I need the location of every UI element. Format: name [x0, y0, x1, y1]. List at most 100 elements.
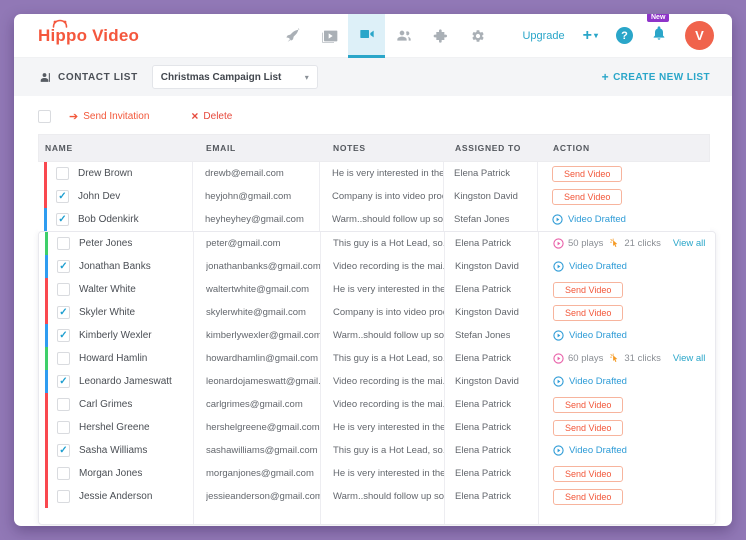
contact-email: jessieanderson@gmail.com: [206, 491, 320, 502]
contact-email: skylerwhite@gmail.com: [206, 307, 306, 318]
assigned-to: Elena Patrick: [455, 353, 511, 364]
contact-name: Walter White: [79, 284, 136, 295]
play-circle-icon: [553, 376, 564, 387]
assigned-to: Elena Patrick: [455, 491, 511, 502]
row-checkbox[interactable]: ✓: [57, 306, 70, 319]
close-icon: ×: [191, 109, 199, 123]
view-all-link[interactable]: View all: [672, 353, 706, 364]
plus-icon: +: [601, 70, 610, 84]
row-checkbox[interactable]: ✓: [57, 329, 70, 342]
table-filler-row: [39, 508, 715, 524]
nav-integrations[interactable]: [422, 14, 459, 58]
row-color-bar: [45, 393, 48, 416]
notifications-button[interactable]: New: [647, 14, 670, 46]
table-row: Walter White waltertwhite@gmail.com He i…: [39, 278, 715, 301]
avatar[interactable]: V: [685, 21, 714, 50]
row-checkbox[interactable]: [57, 283, 70, 296]
row-checkbox[interactable]: ✓: [57, 260, 70, 273]
table-row: ✓ John Dev heyjohn@gmail.com Company is …: [38, 185, 710, 208]
row-checkbox[interactable]: [57, 467, 70, 480]
row-color-bar: [45, 485, 48, 508]
row-checkbox[interactable]: [56, 167, 69, 180]
send-video-button[interactable]: Send Video: [553, 304, 624, 321]
contact-email: howardhamlin@gmail.com: [206, 353, 319, 364]
contact-email: carlgrimes@gmail.com: [206, 399, 303, 410]
list-selector-dropdown[interactable]: Christmas Campaign List ▾: [151, 65, 318, 89]
contact-name: Sasha Williams: [79, 445, 148, 456]
contact-name: Drew Brown: [78, 168, 133, 179]
contact-note: Company is into video produ....: [333, 307, 444, 318]
select-all-checkbox[interactable]: [38, 109, 51, 123]
row-checkbox[interactable]: ✓: [56, 213, 69, 226]
video-drafted-link[interactable]: Video Drafted: [553, 261, 627, 272]
row-group-card: Peter Jones peter@gmail.com This guy is …: [38, 231, 716, 525]
row-checkbox[interactable]: [57, 398, 70, 411]
nav-users[interactable]: [385, 14, 422, 58]
row-checkbox[interactable]: [57, 490, 70, 503]
gear-icon: [472, 29, 484, 42]
nav-video-library[interactable]: [311, 14, 348, 58]
send-video-button[interactable]: Send Video: [553, 465, 624, 482]
row-checkbox[interactable]: [57, 237, 70, 250]
send-video-button[interactable]: Send Video: [552, 165, 623, 182]
video-drafted-link[interactable]: Video Drafted: [553, 376, 627, 387]
nav-rocket[interactable]: [274, 14, 311, 58]
send-arrow-icon: ➔: [69, 110, 79, 123]
row-color-bar: [45, 439, 48, 462]
send-video-button[interactable]: Send Video: [553, 419, 624, 436]
table-row: Howard Hamlin howardhamlin@gmail.com Thi…: [39, 347, 715, 370]
check-icon: ✓: [58, 190, 67, 202]
table-row: ✓ Leonardo Jameswatt leonardojameswatt@g…: [39, 370, 715, 393]
video-stats: 60 plays 31 clicks View all: [553, 353, 705, 364]
assigned-to: Stefan Jones: [454, 214, 510, 225]
row-checkbox[interactable]: ✓: [56, 190, 69, 203]
create-new-list-button[interactable]: + CREATE NEW LIST: [602, 70, 710, 84]
contact-name: John Dev: [78, 191, 121, 202]
top-header: Hippo Video Upgrade: [14, 14, 732, 58]
row-checkbox[interactable]: ✓: [57, 444, 70, 457]
row-group-plain: Drew Brown drewb@email.com He is very in…: [38, 162, 710, 231]
contact-note: He is very interested in the prod...: [333, 468, 444, 479]
view-all-link[interactable]: View all: [672, 238, 706, 249]
clicks-stat: 31 clicks: [609, 353, 661, 364]
assigned-to: Elena Patrick: [455, 468, 511, 479]
row-color-bar: [45, 232, 48, 255]
video-drafted-link[interactable]: Video Drafted: [553, 330, 627, 341]
video-camera-icon: [360, 30, 374, 38]
row-color-bar: [45, 324, 48, 347]
contact-note: Video recording is the mai...: [333, 376, 444, 387]
send-video-button[interactable]: Send Video: [553, 396, 624, 413]
col-header-name: NAME: [45, 143, 73, 153]
upgrade-link[interactable]: Upgrade: [522, 29, 565, 42]
send-invitation-button[interactable]: ➔ Send Invitation: [69, 110, 149, 123]
selected-list-name: Christmas Campaign List: [160, 71, 282, 83]
row-checkbox[interactable]: [57, 421, 70, 434]
assigned-to: Elena Patrick: [455, 238, 511, 249]
app-logo: Hippo Video: [38, 19, 139, 46]
plays-stat: 50 plays: [553, 238, 603, 249]
row-checkbox[interactable]: [57, 352, 70, 365]
row-color-bar: [44, 208, 47, 231]
row-color-bar: [45, 278, 48, 301]
delete-button[interactable]: × Delete: [191, 109, 232, 123]
row-checkbox[interactable]: ✓: [57, 375, 70, 388]
video-drafted-link[interactable]: Video Drafted: [552, 214, 626, 225]
send-video-button[interactable]: Send Video: [553, 488, 624, 505]
contact-name: Jonathan Banks: [79, 261, 151, 272]
create-menu-button[interactable]: + ▾: [583, 27, 598, 45]
check-icon: ✓: [59, 260, 68, 272]
assigned-to: Stefan Jones: [455, 330, 511, 341]
video-drafted-link[interactable]: Video Drafted: [553, 445, 627, 456]
send-video-button[interactable]: Send Video: [552, 188, 623, 205]
nav-video-camera[interactable]: [348, 14, 386, 58]
card-rows: Peter Jones peter@gmail.com This guy is …: [39, 232, 715, 508]
new-badge: New: [647, 14, 670, 22]
contact-email: waltertwhite@gmail.com: [206, 284, 310, 295]
click-pointer-icon: [610, 353, 618, 362]
nav-settings[interactable]: [459, 14, 496, 58]
row-color-bar: [45, 255, 48, 278]
send-video-button[interactable]: Send Video: [553, 281, 624, 298]
plays-stat: 60 plays: [553, 353, 603, 364]
check-icon: ✓: [59, 444, 68, 456]
help-button[interactable]: ?: [616, 27, 633, 44]
